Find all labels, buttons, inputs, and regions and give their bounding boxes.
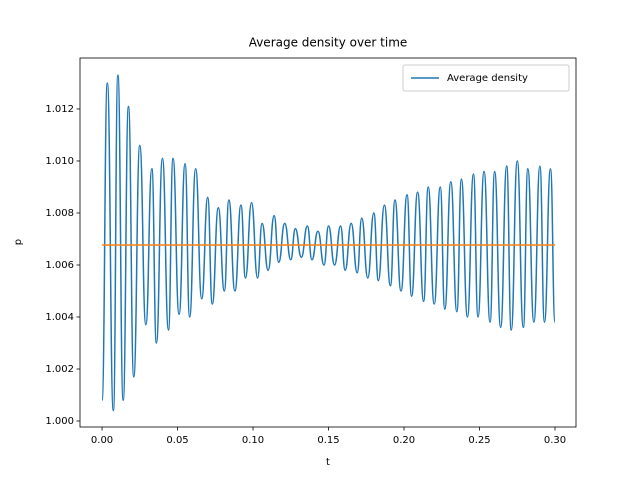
y-tick-label: 1.002	[45, 364, 74, 375]
chart-title: Average density over time	[249, 36, 408, 50]
x-tick-label: 0.25	[468, 435, 490, 446]
y-axis-label: p	[13, 239, 24, 245]
x-tick-label: 0.30	[544, 435, 566, 446]
y-tick-label: 1.004	[45, 312, 74, 323]
y-tick-label: 1.000	[45, 416, 74, 427]
y-tick-label: 1.006	[45, 260, 74, 271]
legend-label: Average density	[447, 73, 528, 84]
x-tick-label: 0.20	[393, 435, 415, 446]
x-tick-label: 0.05	[166, 435, 188, 446]
y-tick-label: 1.012	[45, 104, 74, 115]
plot-frame	[79, 57, 577, 428]
x-tick-label: 0.15	[317, 435, 339, 446]
data-line	[101, 74, 556, 412]
x-axis-label: t	[326, 457, 330, 468]
x-tick-label: 0.10	[242, 435, 264, 446]
x-tick-label: 0.00	[91, 435, 113, 446]
y-tick-label: 1.010	[45, 156, 74, 167]
y-tick-label: 1.008	[45, 208, 74, 219]
legend-box	[402, 64, 570, 92]
